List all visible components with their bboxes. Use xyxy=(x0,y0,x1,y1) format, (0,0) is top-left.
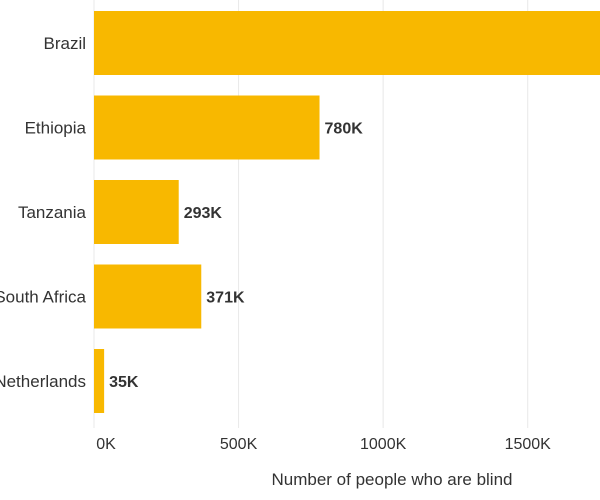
x-axis-title: Number of people who are blind xyxy=(272,470,513,489)
category-label-brazil: Brazil xyxy=(43,34,86,53)
bar-brazil xyxy=(94,11,600,75)
x-tick-label: 500K xyxy=(220,436,258,453)
bars xyxy=(94,11,600,413)
category-label-ethiopia: Ethiopia xyxy=(25,119,87,138)
category-label-south-africa: South Africa xyxy=(0,288,87,307)
value-labels: 780K 293K 371K 35K xyxy=(109,121,363,392)
bar-netherlands xyxy=(94,349,105,413)
x-tick-label: 1500K xyxy=(505,436,552,453)
bar-tanzania xyxy=(94,180,179,244)
value-label-south-africa: 371K xyxy=(206,290,245,307)
value-label-tanzania: 293K xyxy=(184,205,223,222)
category-label-tanzania: Tanzania xyxy=(18,203,87,222)
category-labels: Brazil Ethiopia Tanzania South Africa Nether… xyxy=(0,34,87,391)
category-label-netherlands: Netherlands xyxy=(0,372,86,391)
bar-ethiopia xyxy=(94,95,320,160)
x-axis-ticks: 0K 500K 1000K 1500K xyxy=(96,436,551,453)
value-label-ethiopia: 780K xyxy=(325,121,364,138)
x-tick-label: 1000K xyxy=(360,436,407,453)
value-label-netherlands: 35K xyxy=(109,374,139,391)
bar-south-africa xyxy=(94,264,202,329)
x-tick-label: 0K xyxy=(96,436,116,453)
